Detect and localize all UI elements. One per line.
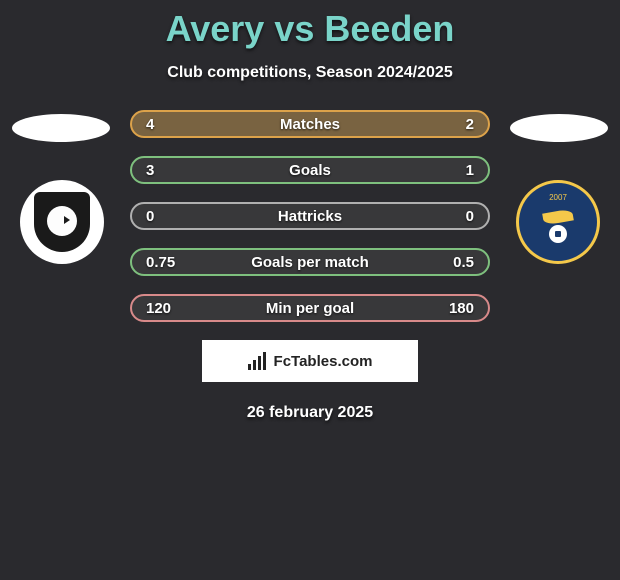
stat-row: 3Goals1 bbox=[130, 156, 490, 184]
stat-value-right: 180 bbox=[434, 300, 474, 317]
badge-right-graphic: 2007 bbox=[519, 183, 597, 261]
watermark: FcTables.com bbox=[202, 340, 418, 382]
date-line: 26 february 2025 bbox=[0, 404, 620, 422]
stat-value-right: 1 bbox=[434, 162, 474, 179]
team-badge-right: 2007 bbox=[516, 180, 600, 264]
ball-icon bbox=[549, 225, 567, 243]
stat-row: 0.75Goals per match0.5 bbox=[130, 248, 490, 276]
stat-value-right: 0 bbox=[434, 208, 474, 225]
stat-value-left: 120 bbox=[146, 300, 186, 317]
stat-label: Goals bbox=[186, 162, 434, 179]
page-title: Avery vs Beeden bbox=[0, 0, 620, 50]
stat-value-right: 2 bbox=[434, 116, 474, 133]
stat-label: Min per goal bbox=[186, 300, 434, 317]
left-ellipse bbox=[12, 114, 110, 142]
stat-value-right: 0.5 bbox=[434, 254, 474, 271]
right-ellipse bbox=[510, 114, 608, 142]
stat-value-left: 0.75 bbox=[146, 254, 186, 271]
bird-icon bbox=[542, 208, 574, 225]
stat-value-left: 4 bbox=[146, 116, 186, 133]
chart-icon bbox=[248, 352, 268, 370]
stat-row: 120Min per goal180 bbox=[130, 294, 490, 322]
stat-value-left: 0 bbox=[146, 208, 186, 225]
stat-row: 4Matches2 bbox=[130, 110, 490, 138]
stats-area: 2007 4Matches23Goals10Hattricks00.75Goal… bbox=[0, 110, 620, 322]
stat-value-left: 3 bbox=[146, 162, 186, 179]
watermark-text: FcTables.com bbox=[274, 353, 373, 370]
subtitle: Club competitions, Season 2024/2025 bbox=[0, 64, 620, 82]
shield-icon bbox=[34, 192, 90, 252]
team-badge-left bbox=[20, 180, 104, 264]
stat-label: Goals per match bbox=[186, 254, 434, 271]
stat-label: Hattricks bbox=[186, 208, 434, 225]
badge-year: 2007 bbox=[519, 193, 597, 202]
stat-label: Matches bbox=[186, 116, 434, 133]
stat-row: 0Hattricks0 bbox=[130, 202, 490, 230]
